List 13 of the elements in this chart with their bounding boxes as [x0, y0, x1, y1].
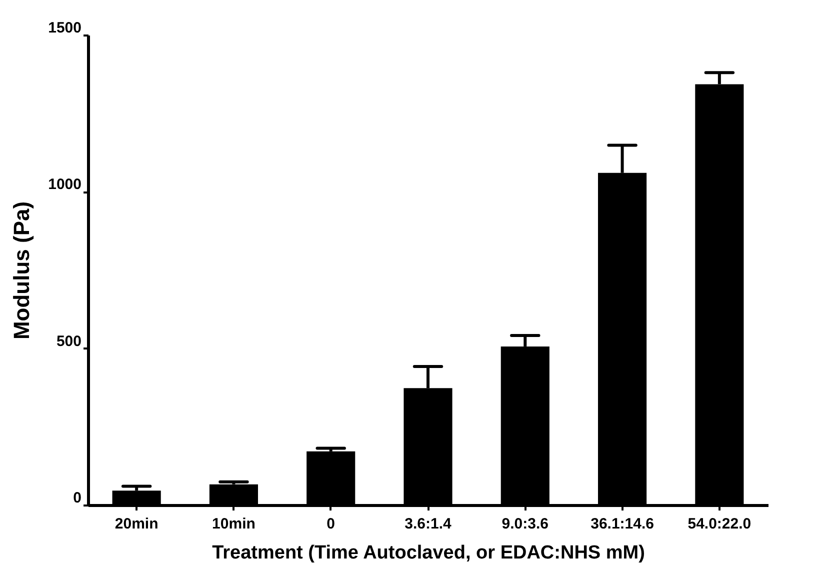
- x-tick-label: 3.6:1.4: [404, 516, 452, 532]
- x-tick-label: 54.0:22.0: [688, 516, 752, 532]
- y-axis-title: Modulus (Pa): [9, 201, 34, 340]
- x-axis-title: Treatment (Time Autoclaved, or EDAC:NHS mM): [212, 542, 645, 564]
- x-tick-label: 0: [326, 516, 336, 532]
- y-tick-label: 0: [73, 490, 82, 506]
- x-tick-label: 20min: [114, 516, 158, 532]
- x-tick-label: 9.0:3.6: [502, 516, 548, 532]
- y-tick-label: 1000: [48, 176, 82, 194]
- y-tick-label: 1500: [48, 20, 82, 36]
- x-tick-label: 36.1:14.6: [590, 516, 654, 532]
- y-tick-label: 500: [56, 332, 82, 350]
- x-tick-label: 10min: [212, 516, 256, 532]
